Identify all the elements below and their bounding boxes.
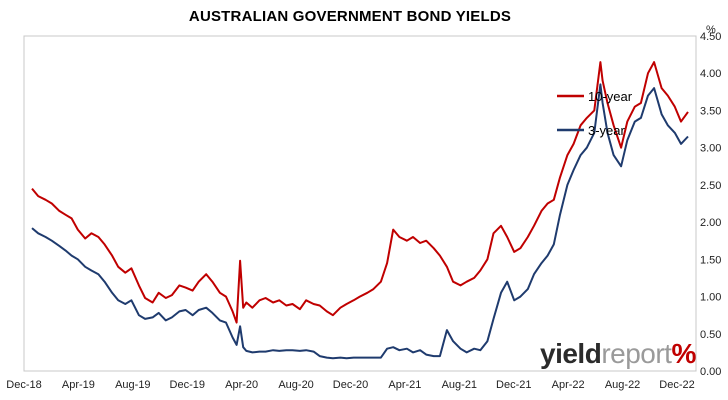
x-tick-label: Apr-20	[225, 379, 258, 391]
x-tick-label: Aug-21	[442, 379, 477, 391]
legend: 10-year 3-year	[557, 89, 633, 138]
y-axis-unit: %	[706, 24, 716, 36]
logo-part-yield: yield	[540, 338, 602, 369]
y-tick-label: 2.00	[700, 217, 721, 229]
chart-title: AUSTRALIAN GOVERNMENT BOND YIELDS	[188, 8, 512, 25]
logo-part-report: report	[601, 338, 672, 369]
plot-frame	[23, 35, 697, 372]
y-tick-label: 4.00	[700, 68, 721, 80]
series-lines	[31, 61, 689, 360]
series-line-three-year	[31, 83, 689, 360]
legend-label: 3-year	[588, 123, 626, 138]
series-line-ten-year	[31, 61, 689, 324]
x-axis-ticks: Dec-18 Apr-19 Aug-19 Dec-19 Apr-20 Aug-20 Dec-…	[6, 379, 694, 391]
logo-part-percent: %	[671, 338, 696, 369]
y-tick-label: 0.50	[700, 329, 721, 341]
x-tick-label: Aug-19	[115, 379, 150, 391]
y-axis-ticks: 0.00 0.50 1.00 1.50 2.00 2.50 3.00 3.50 4.00 4.50	[700, 31, 721, 378]
x-tick-label: Apr-21	[388, 379, 421, 391]
y-tick-label: 0.00	[700, 366, 721, 378]
legend-label: 10-year	[588, 89, 633, 104]
x-tick-label: Aug-20	[278, 379, 313, 391]
x-tick-label: Dec-19	[170, 379, 205, 391]
y-tick-label: 4.50	[700, 31, 721, 43]
y-tick-label: 3.00	[700, 143, 721, 155]
x-tick-label: Dec-20	[333, 379, 368, 391]
y-tick-label: 2.50	[700, 180, 721, 192]
x-tick-label: Aug-22	[605, 379, 640, 391]
yieldreport-logo: yieldreport%	[540, 338, 696, 370]
y-tick-label: 1.00	[700, 292, 721, 304]
y-tick-label: 1.50	[700, 254, 721, 266]
x-tick-label: Dec-22	[659, 379, 694, 391]
x-tick-label: Dec-21	[496, 379, 531, 391]
y-tick-label: 3.50	[700, 105, 721, 117]
x-tick-label: Apr-19	[62, 379, 95, 391]
x-tick-label: Dec-18	[6, 379, 41, 391]
x-tick-label: Apr-22	[552, 379, 585, 391]
